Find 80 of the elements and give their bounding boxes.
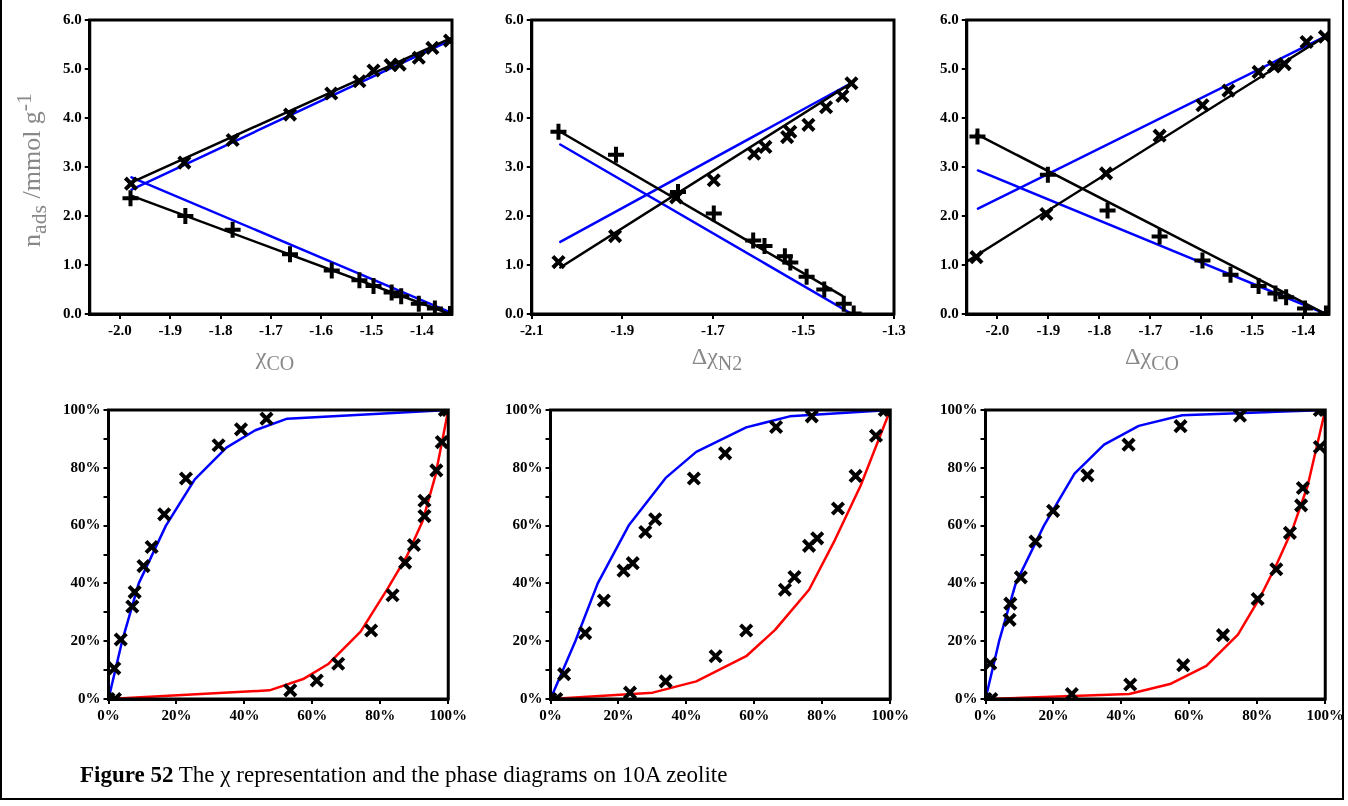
x-tick-label: 60% bbox=[739, 706, 770, 723]
x-tick-label: 80% bbox=[365, 706, 396, 723]
y-tick-label: 2.0 bbox=[63, 206, 82, 223]
x-tick-label: -1.7 bbox=[701, 321, 726, 338]
y-tick-label: 0% bbox=[955, 689, 978, 706]
x-tick-label: 60% bbox=[297, 706, 328, 723]
x-tick-label: -1.6 bbox=[309, 321, 334, 338]
y-tick-label: 4.0 bbox=[505, 108, 524, 125]
x-tick-label: 0% bbox=[97, 706, 120, 723]
y-tick-label: 3.0 bbox=[940, 157, 959, 174]
y-tick-label: 0.0 bbox=[940, 304, 959, 321]
y-tick-label: 6.0 bbox=[940, 10, 959, 27]
y-tick-label: 80% bbox=[512, 458, 543, 475]
y-tick-label: 5.0 bbox=[63, 59, 82, 76]
y-tick-label: 1.0 bbox=[940, 255, 959, 272]
x-tick-label: -1.5 bbox=[791, 321, 816, 338]
x-tick-label: -2.0 bbox=[985, 321, 1010, 338]
x-tick-label: -1.3 bbox=[882, 321, 906, 338]
x-tick-label: -1.5 bbox=[1240, 321, 1265, 338]
y-tick-label: 2.0 bbox=[940, 206, 959, 223]
x-tick-label: -1.7 bbox=[1138, 321, 1163, 338]
y-tick-label: 80% bbox=[70, 458, 101, 475]
x-tick-label: -1.4 bbox=[409, 321, 435, 338]
x-tick-label: 20% bbox=[603, 706, 634, 723]
y-tick-label: 0% bbox=[520, 689, 543, 706]
y-tick-label: 0.0 bbox=[505, 304, 524, 321]
y-tick-label: 100% bbox=[63, 400, 101, 417]
y-tick-label: 60% bbox=[70, 516, 101, 533]
x-tick-label: -1.9 bbox=[610, 321, 635, 338]
y-tick-label: 1.0 bbox=[63, 255, 82, 272]
y-tick-label: 3.0 bbox=[63, 157, 82, 174]
y-tick-label: 5.0 bbox=[505, 59, 524, 76]
y-tick-label: 3.0 bbox=[505, 157, 524, 174]
x-tick-label: -1.8 bbox=[208, 321, 233, 338]
x-tick-label: 20% bbox=[161, 706, 192, 723]
y-tick-label: 80% bbox=[947, 458, 978, 475]
x-axis-title: χ$_{CO}$ bbox=[255, 343, 295, 375]
y-tick-label: 20% bbox=[512, 632, 543, 649]
y-tick-label: 40% bbox=[70, 574, 101, 591]
y-tick-label: 100% bbox=[940, 400, 978, 417]
x-tick-label: -1.7 bbox=[259, 321, 284, 338]
y-tick-label: 5.0 bbox=[940, 59, 959, 76]
y-tick-label: 2.0 bbox=[505, 206, 524, 223]
y-tick-label: 6.0 bbox=[505, 10, 524, 27]
y-tick-label: 60% bbox=[512, 516, 543, 533]
y-tick-label: 40% bbox=[947, 574, 978, 591]
x-tick-label: 40% bbox=[671, 706, 702, 723]
x-tick-label: 60% bbox=[1174, 706, 1205, 723]
x-tick-label: 80% bbox=[807, 706, 838, 723]
y-tick-label: 40% bbox=[512, 574, 543, 591]
x-tick-label: -1.8 bbox=[1087, 321, 1112, 338]
x-tick-label: -1.9 bbox=[1036, 321, 1061, 338]
x-tick-label: 0% bbox=[539, 706, 562, 723]
x-axis-title: Δχ$_{N2}$ bbox=[691, 343, 743, 375]
x-tick-label: -1.6 bbox=[1189, 321, 1214, 338]
x-tick-label: 40% bbox=[229, 706, 260, 723]
y-tick-label: 20% bbox=[947, 632, 978, 649]
x-tick-label: -1.9 bbox=[158, 321, 183, 338]
x-tick-label: 0% bbox=[974, 706, 997, 723]
x-tick-label: 20% bbox=[1038, 706, 1069, 723]
x-tick-label: -1.5 bbox=[359, 321, 384, 338]
y-tick-label: 100% bbox=[505, 400, 543, 417]
y-tick-label: 1.0 bbox=[505, 255, 524, 272]
x-axis-title: Δχ$_{CO}$ bbox=[1125, 343, 1179, 375]
y-tick-label: 60% bbox=[947, 516, 978, 533]
caption: Figure 52 The χ representation and the phase diagrams on 10A zeolite bbox=[80, 762, 728, 788]
x-tick-label: -1.4 bbox=[1291, 321, 1316, 338]
x-tick-label: 100% bbox=[871, 706, 909, 723]
y-tick-label: 6.0 bbox=[63, 10, 82, 27]
x-tick-label: -2.0 bbox=[108, 321, 132, 338]
y-tick-label: 4.0 bbox=[940, 108, 959, 125]
y-tick-label: 0.0 bbox=[63, 304, 82, 321]
x-tick-label: -2.1 bbox=[519, 321, 544, 338]
x-tick-label: 40% bbox=[1106, 706, 1137, 723]
y-tick-label: 4.0 bbox=[63, 108, 82, 125]
x-tick-label: 100% bbox=[429, 706, 467, 723]
x-tick-label: 100% bbox=[1306, 706, 1344, 723]
x-tick-label: 80% bbox=[1242, 706, 1273, 723]
y-tick-label: 20% bbox=[70, 632, 101, 649]
y-tick-label: 0% bbox=[78, 689, 101, 706]
